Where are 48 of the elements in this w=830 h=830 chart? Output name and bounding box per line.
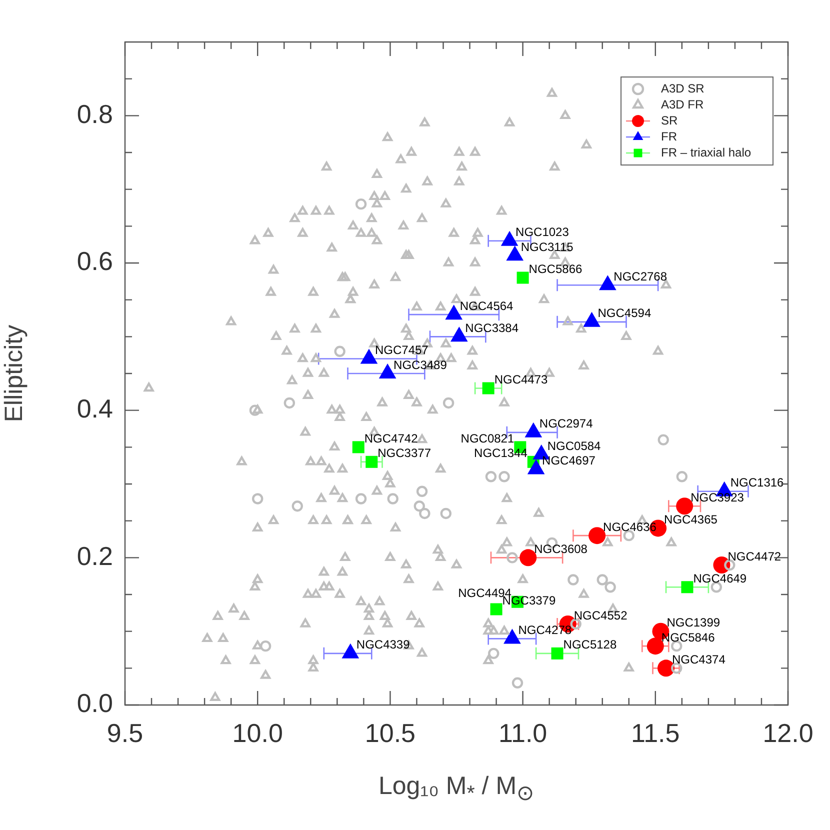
- annotation: NGC1399: [666, 616, 720, 630]
- annotation: NGC2974: [539, 416, 594, 431]
- annotation: NGC3923: [690, 490, 744, 504]
- annotation: NGC4649: [693, 571, 747, 586]
- annotation: NGC4742: [364, 431, 418, 446]
- y-tick-label: 0.8: [76, 98, 113, 129]
- legend-label: FR – triaxial halo: [661, 145, 752, 160]
- x-tick-label: 11.0: [498, 718, 548, 748]
- annotation: NGC4374: [672, 652, 726, 666]
- y-tick-label: 0.4: [76, 394, 113, 424]
- legend-label: FR: [661, 129, 678, 144]
- annotation: NGC0821: [460, 431, 514, 446]
- annotation: NGC1316: [730, 476, 784, 490]
- x-tick-label: 12.0: [762, 718, 814, 748]
- annotation: NGC0584: [547, 438, 602, 453]
- y-axis-title: Ellipticity: [0, 324, 28, 422]
- x-tick-label: 10.5: [364, 718, 416, 748]
- annotation: NGC3115: [520, 240, 574, 254]
- annotation: NGC1023: [516, 225, 570, 240]
- annotation: NGC2768: [614, 269, 668, 284]
- x-tick-label: 10.0: [232, 718, 283, 748]
- legend-label: SR: [661, 113, 678, 128]
- y-tick-label: 0.2: [76, 540, 113, 571]
- annotation: NGC4339: [356, 638, 410, 652]
- annotation: NGC4365: [664, 512, 718, 527]
- x-tick-label: 11.5: [631, 718, 680, 748]
- annotation: NGC5846: [661, 630, 716, 644]
- annotation: NGC4697: [542, 454, 596, 468]
- y-tick-label: 0.6: [76, 246, 113, 276]
- legend-label: A3D FR: [661, 97, 704, 112]
- y-tick-label: 0.0: [76, 688, 113, 718]
- annotation: NGC4473: [494, 372, 548, 387]
- annotation: NGC3384: [465, 320, 519, 335]
- annotation: NGC4472: [728, 549, 782, 564]
- annotation: NGC1344: [474, 446, 528, 460]
- annotation: NGC4594: [598, 306, 652, 320]
- annotation: NGC7457: [374, 343, 429, 358]
- annotation: NGC3608: [534, 542, 588, 556]
- annotation: NGC5866: [528, 262, 582, 276]
- x-axis-title: Log₁₀ M$_{*}$ / M$_{⊙}$: [377, 772, 536, 806]
- annotation: NGC5128: [563, 638, 617, 652]
- x-tick-label: 9.5: [106, 718, 144, 748]
- legend-label: A3D SR: [661, 81, 705, 96]
- annotation: NGC3377: [378, 446, 432, 460]
- annotation: NGC4278: [518, 623, 572, 638]
- annotation: NGC4564: [460, 298, 514, 313]
- annotation: NGC3489: [394, 358, 448, 372]
- annotation: NGC4552: [574, 608, 628, 622]
